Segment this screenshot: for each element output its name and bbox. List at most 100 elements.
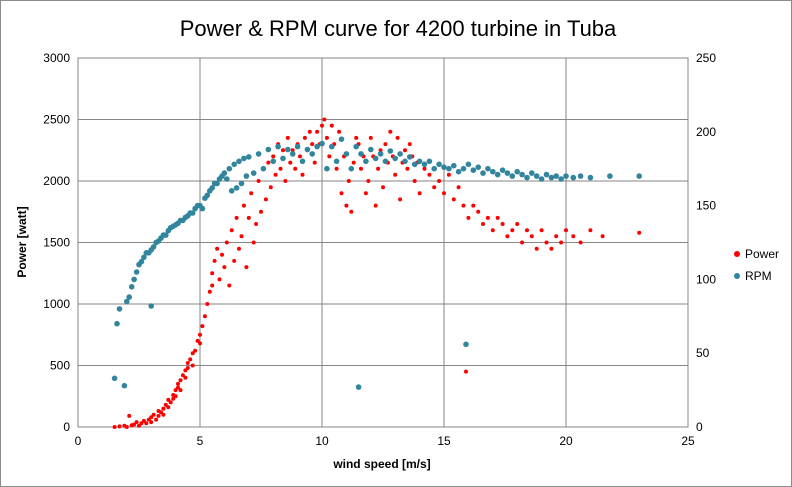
power-point — [224, 240, 229, 245]
x-tick-label: 20 — [559, 434, 573, 448]
rpm-point — [124, 298, 130, 305]
power-point — [554, 234, 559, 239]
power-point — [244, 265, 249, 270]
power-point — [466, 215, 471, 220]
rpm-point — [451, 162, 457, 169]
power-point — [525, 228, 529, 233]
power-point — [168, 400, 173, 405]
rpm-point — [209, 185, 215, 191]
power-point — [117, 424, 122, 429]
rpm-point — [636, 173, 642, 179]
power-point — [256, 179, 261, 183]
rpm-point — [563, 173, 569, 179]
power-point — [446, 172, 451, 177]
rpm-point — [265, 146, 272, 153]
y-axis-label: Power [watt] — [15, 206, 29, 277]
rpm-point — [116, 306, 123, 312]
power-point — [229, 228, 234, 233]
y2-tick-label: 0 — [696, 420, 703, 434]
power-point — [588, 228, 593, 233]
power-point — [281, 148, 285, 153]
legend-label-rpm: RPM — [745, 269, 772, 283]
rpm-point — [387, 148, 394, 154]
power-point — [207, 289, 212, 294]
power-point — [198, 332, 202, 337]
power-point — [376, 166, 381, 171]
power-point — [241, 203, 246, 208]
rpm-point — [348, 165, 355, 172]
power-point — [149, 415, 154, 420]
rpm-point — [126, 294, 132, 300]
rpm-point — [426, 158, 433, 165]
power-point — [461, 203, 466, 208]
rpm-point — [270, 158, 277, 165]
x-tick-label: 0 — [75, 434, 82, 448]
power-point — [366, 179, 371, 183]
y-tick-label: 1500 — [43, 236, 70, 250]
rpm-point — [289, 151, 296, 157]
power-point — [359, 166, 363, 171]
power-point — [451, 197, 456, 202]
power-point — [263, 197, 268, 202]
rpm-point — [241, 155, 247, 162]
rpm-point — [436, 161, 442, 168]
power-point — [442, 191, 446, 196]
power-point — [190, 351, 195, 356]
power-point — [132, 422, 137, 427]
rpm-point — [111, 375, 118, 382]
power-point — [210, 271, 215, 276]
power-point — [285, 135, 290, 140]
rpm-point — [514, 168, 520, 175]
rpm-point — [358, 151, 364, 157]
rpm-point — [228, 188, 235, 194]
rpm-point — [465, 161, 472, 168]
rpm-point — [411, 161, 418, 168]
power-point — [578, 240, 583, 245]
y2-tick-label: 50 — [696, 346, 710, 360]
power-point — [205, 302, 210, 306]
rpm-point — [475, 164, 482, 170]
rpm-point — [314, 143, 320, 150]
legend-marker-power — [734, 251, 740, 257]
power-point — [637, 230, 642, 235]
power-point — [346, 179, 351, 183]
power-point — [464, 369, 468, 374]
rpm-point — [368, 146, 374, 153]
rpm-point — [131, 276, 137, 283]
rpm-point — [309, 151, 316, 157]
series-power — [112, 117, 642, 429]
power-point — [227, 283, 232, 288]
power-point — [395, 135, 400, 140]
rpm-point — [275, 143, 281, 150]
power-point — [529, 234, 534, 239]
power-point — [412, 179, 417, 183]
power-point — [151, 412, 156, 417]
power-point — [405, 166, 410, 171]
power-point — [315, 129, 320, 134]
x-tick-label: 10 — [315, 434, 329, 448]
rpm-point — [199, 205, 206, 212]
x-tick-label: 5 — [197, 434, 204, 448]
power-point — [137, 423, 141, 428]
power-point — [149, 420, 154, 425]
power-point — [210, 283, 215, 288]
power-point — [178, 378, 183, 383]
power-point — [246, 215, 251, 220]
rpm-point — [355, 384, 362, 390]
rpm-point — [250, 170, 257, 176]
power-point — [217, 277, 222, 282]
power-point — [251, 240, 256, 245]
power-point — [278, 166, 283, 171]
power-point — [298, 154, 302, 159]
power-point — [388, 129, 393, 134]
power-point — [510, 228, 515, 233]
power-point — [154, 417, 159, 422]
y-tick-label: 3000 — [43, 51, 70, 65]
rpm-point — [529, 170, 535, 176]
rpm-point — [377, 151, 384, 157]
power-point — [432, 185, 437, 190]
rpm-point — [238, 180, 245, 187]
power-point — [173, 394, 178, 399]
